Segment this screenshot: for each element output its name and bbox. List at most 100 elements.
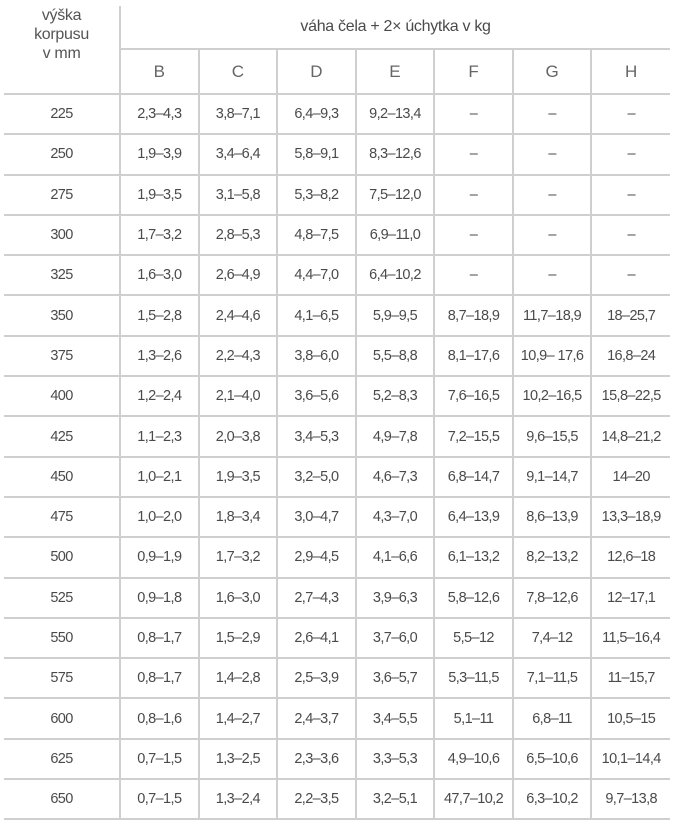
weight-cell-b: 0,9–1,8: [119, 576, 199, 618]
column-header-e: E: [354, 48, 435, 94]
weight-cell-e: 3,7–6,0: [354, 616, 435, 659]
weight-cell-d: 2,2–3,5: [276, 778, 356, 821]
weight-cell-e: 5,5–8,8: [354, 334, 435, 377]
weight-cell-c: 3,8–7,1: [197, 92, 278, 135]
weight-cell-h: –: [590, 213, 670, 256]
weight-table: výška korpusu v mm váha čela + 2× úchytk…: [4, 6, 670, 821]
weight-cell-b: 1,7–3,2: [119, 213, 199, 256]
weight-cell-h: –: [590, 92, 670, 135]
weight-cell-e: 6,4–10,2: [354, 254, 435, 296]
weight-cell-f: 8,7–18,9: [433, 294, 513, 336]
weight-cell-e: 7,5–12,0: [354, 173, 435, 215]
weight-cell-c: 1,6–3,0: [197, 576, 278, 618]
weight-cell-f: –: [433, 173, 513, 215]
weight-cell-d: 2,9–4,5: [276, 536, 356, 578]
weight-cell-g: –: [511, 133, 592, 175]
weight-cell-c: 1,3–2,4: [197, 778, 278, 821]
weight-cell-b: 1,9–3,5: [119, 173, 199, 215]
weight-cell-h: 15,8–22,5: [590, 375, 670, 417]
row-height-cell: 450: [4, 455, 121, 497]
weight-cell-c: 1,4–2,8: [197, 657, 278, 699]
weight-cell-c: 1,5–2,9: [197, 616, 278, 659]
weight-cell-d: 3,4–5,3: [276, 415, 356, 457]
weight-cell-f: 6,1–13,2: [433, 536, 513, 578]
weight-cell-f: 7,6–16,5: [433, 375, 513, 417]
weight-cell-c: 2,6–4,9: [197, 254, 278, 296]
weight-cell-g: 10,2–16,5: [511, 375, 592, 417]
table-row: 500 0,9–1,9 1,7–3,2 2,9–4,5 4,1–6,6 6,1–13,2 8…: [4, 536, 670, 578]
table-row: 650 0,7–1,5 1,3–2,4 2,2–3,5 3,2–5,1 47,7–10,2…: [4, 778, 670, 821]
row-height-cell: 300: [4, 213, 121, 256]
weight-cell-d: 2,7–4,3: [276, 576, 356, 618]
weight-cell-g: 8,2–13,2: [511, 536, 592, 578]
weight-cell-f: –: [433, 92, 513, 135]
weight-cell-e: 5,2–8,3: [354, 375, 435, 417]
row-height-cell: 475: [4, 495, 121, 538]
weight-cell-b: 0,8–1,7: [119, 657, 199, 699]
weight-cell-b: 1,0–2,1: [119, 455, 199, 497]
weight-cell-b: 1,2–2,4: [119, 375, 199, 417]
weight-cell-b: 0,8–1,7: [119, 616, 199, 659]
weight-cell-c: 2,2–4,3: [197, 334, 278, 377]
row-height-cell: 325: [4, 254, 121, 296]
table-row: 625 0,7–1,5 1,3–2,5 2,3–3,6 3,3–5,3 4,9–10,6 6…: [4, 737, 670, 780]
weight-cell-e: 4,1–6,6: [354, 536, 435, 578]
row-height-cell: 350: [4, 294, 121, 336]
weight-cell-c: 1,7–3,2: [197, 536, 278, 578]
weight-cell-b: 1,0–2,0: [119, 495, 199, 538]
weight-cell-d: 2,3–3,6: [276, 737, 356, 780]
weight-cell-e: 4,6–7,3: [354, 455, 435, 497]
weight-cell-h: 12–17,1: [590, 576, 670, 618]
column-header-c: C: [197, 48, 278, 94]
weight-cell-d: 3,2–5,0: [276, 455, 356, 497]
row-height-cell: 400: [4, 375, 121, 417]
row-height-cell: 525: [4, 576, 121, 618]
weight-cell-h: –: [590, 254, 670, 296]
weight-cell-f: 5,5–12: [433, 616, 513, 659]
weight-cell-g: 9,6–15,5: [511, 415, 592, 457]
weight-cell-f: –: [433, 133, 513, 175]
weight-cell-f: 47,7–10,2: [433, 778, 513, 821]
weight-cell-c: 1,3–2,5: [197, 737, 278, 780]
weight-cell-e: 6,9–11,0: [354, 213, 435, 256]
table-row: 400 1,2–2,4 2,1–4,0 3,6–5,6 5,2–8,3 7,6–16,5 1…: [4, 375, 670, 417]
weight-cell-e: 3,9–6,3: [354, 576, 435, 618]
weight-cell-f: 6,4–13,9: [433, 495, 513, 538]
weight-cell-h: 13,3–18,9: [590, 495, 670, 538]
weight-cell-b: 1,6–3,0: [119, 254, 199, 296]
weight-cell-e: 8,3–12,6: [354, 133, 435, 175]
weight-cell-d: 3,8–6,0: [276, 334, 356, 377]
table-row: 575 0,8–1,7 1,4–2,8 2,5–3,9 3,6–5,7 5,3–11,5 7…: [4, 657, 670, 699]
table-row: 350 1,5–2,8 2,4–4,6 4,1–6,5 5,9–9,5 8,7–18,9 1…: [4, 294, 670, 336]
weight-cell-c: 1,8–3,4: [197, 495, 278, 538]
weight-cell-c: 2,0–3,8: [197, 415, 278, 457]
weight-cell-f: 5,3–11,5: [433, 657, 513, 699]
weight-cell-h: 10,5–15: [590, 697, 670, 739]
weight-cell-b: 1,3–2,6: [119, 334, 199, 377]
table-row: 550 0,8–1,7 1,5–2,9 2,6–4,1 3,7–6,0 5,5–12 7,4…: [4, 616, 670, 659]
table-row: 225 2,3–4,3 3,8–7,1 6,4–9,3 9,2–13,4– – –: [4, 92, 670, 135]
column-header-h: H: [590, 48, 670, 94]
weight-cell-g: 11,7–18,9: [511, 294, 592, 336]
weight-cell-g: 6,8–11: [511, 697, 592, 739]
weight-cell-f: –: [433, 213, 513, 256]
weight-cell-d: 2,6–4,1: [276, 616, 356, 659]
weight-cell-f: 8,1–17,6: [433, 334, 513, 377]
weight-cell-g: 6,3–10,2: [511, 778, 592, 821]
weight-cell-d: 2,4–3,7: [276, 697, 356, 739]
table-row: 375 1,3–2,6 2,2–4,3 3,8–6,0 5,5–8,8 8,1–17,6 1…: [4, 334, 670, 377]
weight-cell-f: 5,1–11: [433, 697, 513, 739]
table-row: 600 0,8–1,6 1,4–2,7 2,4–3,7 3,4–5,5 5,1–11 6,8…: [4, 697, 670, 739]
weight-cell-e: 4,3–7,0: [354, 495, 435, 538]
weight-cell-g: –: [511, 92, 592, 135]
column-header-f: F: [433, 48, 513, 94]
weight-cell-e: 9,2–13,4: [354, 92, 435, 135]
row-height-cell: 550: [4, 616, 121, 659]
weight-cell-d: 5,3–8,2: [276, 173, 356, 215]
weight-cell-h: 14,8–21,2: [590, 415, 670, 457]
row-height-cell: 600: [4, 697, 121, 739]
weight-cell-b: 0,7–1,5: [119, 778, 199, 821]
weight-cell-g: –: [511, 254, 592, 296]
weight-cell-d: 3,6–5,6: [276, 375, 356, 417]
weight-cell-h: 14–20: [590, 455, 670, 497]
